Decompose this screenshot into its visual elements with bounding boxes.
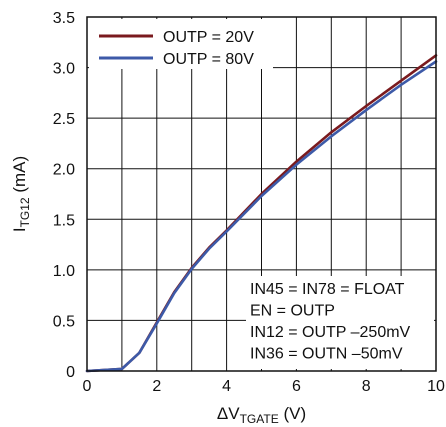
y-axis-title-suffix: (mA) xyxy=(10,156,29,198)
x-tick-label: 8 xyxy=(362,378,371,395)
x-axis-title-suffix: (V) xyxy=(279,404,306,423)
x-axis-title-prefix: ΔV xyxy=(217,404,240,423)
x-axis-title: ΔVTGATE (V) xyxy=(217,404,306,426)
x-tick-label: 2 xyxy=(152,378,161,395)
x-tick-label: 10 xyxy=(427,378,445,395)
legend-label-outp-80v: OUTP = 80V xyxy=(163,51,254,68)
y-axis-title: ITG12 (mA) xyxy=(10,156,32,232)
y-tick-label: 0.5 xyxy=(53,313,75,330)
annotation-line: IN12 = OUTP –250mV xyxy=(250,324,411,341)
y-tick-label: 1.5 xyxy=(53,212,75,229)
y-tick-label: 1.0 xyxy=(53,263,75,280)
x-tick-labels: 0 2 4 6 8 10 xyxy=(83,378,445,395)
plot-frame xyxy=(86,16,437,372)
x-tick-label: 6 xyxy=(292,378,301,395)
annotation-line: IN36 = OUTN –50mV xyxy=(250,346,403,363)
y-tick-label: 3.0 xyxy=(53,61,75,78)
annotation-line: EN = OUTP xyxy=(250,303,335,320)
series-line-outp-80v xyxy=(85,60,438,373)
x-tick-label: 4 xyxy=(222,378,231,395)
y-axis-title-subscript: TG12 xyxy=(18,197,32,227)
legend-label-outp-20v: OUTP = 20V xyxy=(163,29,254,46)
y-axis-title-prefix: I xyxy=(10,227,29,232)
annotation-line: IN45 = IN78 = FLOAT xyxy=(250,281,405,298)
y-tick-labels: 0 0.5 1.0 1.5 2.0 2.5 3.0 3.5 xyxy=(53,10,75,381)
x-tick-label: 0 xyxy=(83,378,92,395)
y-tick-label: 2.0 xyxy=(53,162,75,179)
y-tick-label: 0 xyxy=(66,364,75,381)
legend-background xyxy=(89,19,273,69)
x-axis-title-subscript: TGATE xyxy=(240,412,279,426)
series-lines xyxy=(85,54,438,373)
y-tick-label: 2.5 xyxy=(53,111,75,128)
annotation-box: IN45 = IN78 = FLOAT EN = OUTP IN12 = OUT… xyxy=(246,276,434,369)
annotation-background xyxy=(246,276,434,369)
legend: OUTP = 20V OUTP = 80V xyxy=(89,19,273,69)
y-tick-label: 3.5 xyxy=(53,10,75,27)
